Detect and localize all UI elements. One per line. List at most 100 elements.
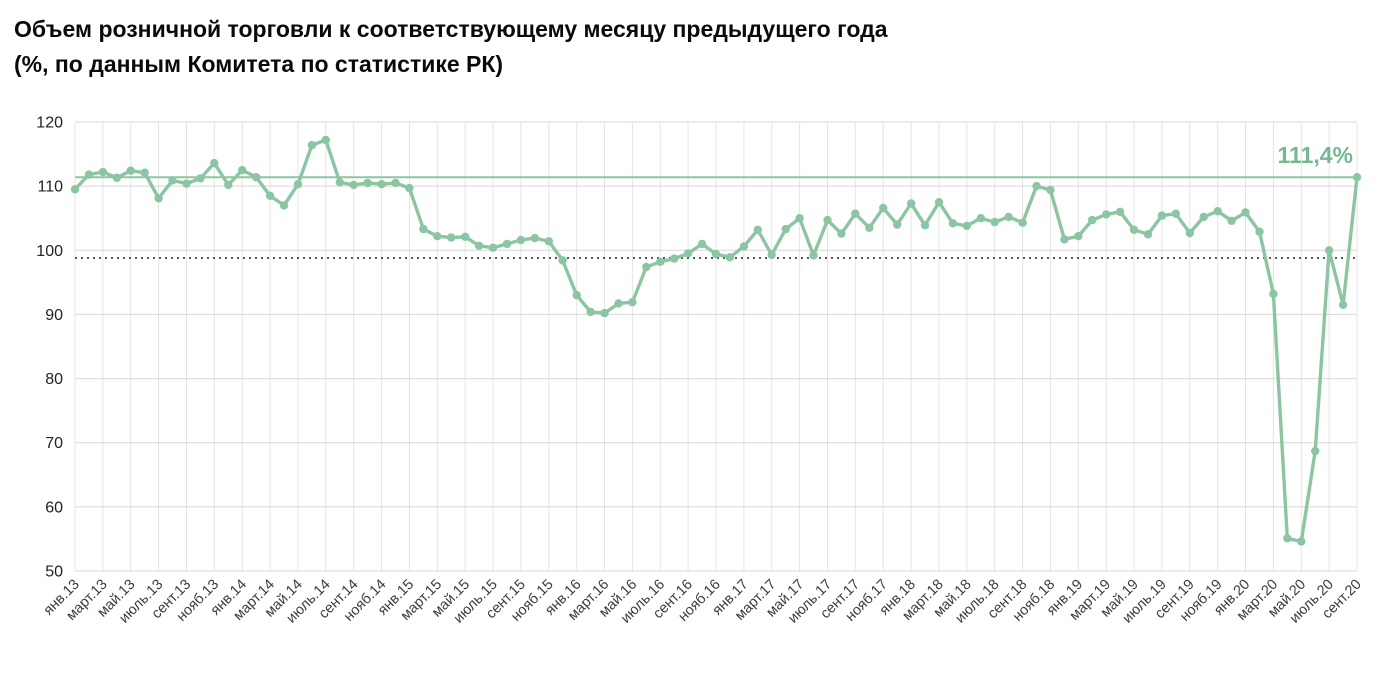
data-point [307,140,317,150]
data-point [265,191,275,200]
data-point [1060,235,1069,244]
data-point [196,174,205,183]
data-point [1297,537,1306,546]
data-point [1352,173,1362,182]
data-point [1255,227,1264,236]
data-point [725,253,735,262]
data-point [753,225,762,234]
data-point [544,237,553,246]
y-axis-label: 120 [36,115,63,132]
data-point [474,241,484,250]
data-point [363,178,372,188]
data-point [405,183,414,193]
data-point [1213,207,1222,216]
y-axis-label: 50 [45,564,63,581]
data-point [893,220,902,229]
data-point [1227,216,1236,225]
data-point [1185,228,1195,238]
y-axis-label: 80 [45,371,63,388]
data-point [335,178,344,187]
data-point [182,179,191,188]
data-point [739,242,749,251]
data-point [279,201,289,210]
data-point [823,215,832,225]
data-point [1338,300,1348,309]
data-point [210,158,219,168]
data-point [1018,218,1027,227]
data-point [84,170,94,179]
data-point [934,198,944,207]
data-point [70,185,80,194]
data-point [558,256,567,265]
y-axis-label: 100 [36,243,63,260]
data-point [572,291,581,300]
chart-title: Объем розничной торговли к соответствующ… [0,0,1391,95]
data-point [1129,225,1139,234]
data-point [697,239,707,249]
data-point [1241,208,1250,217]
data-point [865,223,874,232]
data-point [962,221,971,231]
data-point [1088,215,1097,225]
data-point [1283,534,1292,543]
data-point [1269,289,1278,299]
data-point [349,180,358,190]
data-point [516,235,526,245]
data-point [767,250,776,259]
data-point [1143,230,1153,239]
y-axis-label: 70 [45,435,63,452]
data-point [670,254,679,263]
data-point [321,135,330,145]
data-point [391,178,400,188]
data-point [683,249,693,258]
data-point [586,307,595,317]
data-point [154,194,163,203]
data-point [502,239,512,249]
data-point [168,176,177,185]
data-point [1311,446,1320,456]
data-point [614,299,623,308]
data-point [1074,232,1083,241]
data-point [851,209,860,218]
data-point [1102,210,1111,219]
data-point [642,262,651,272]
chart-title-line1: Объем розничной торговли к соответствующ… [14,16,888,42]
data-point [795,214,804,223]
data-point [879,203,888,213]
y-axis-label: 110 [37,179,63,196]
data-point [837,229,846,238]
data-point [990,217,999,227]
data-point [252,173,261,182]
data-point [98,167,108,177]
data-point [224,180,233,190]
data-point [1157,211,1167,220]
data-point [238,165,247,175]
line-chart: 120 110 100 90 80 70 60 50 янв.13 март.13 май.13 ию… [0,95,1391,684]
latest-value-label: 111,4% [1278,142,1353,168]
data-point [488,243,498,252]
data-point [1032,181,1041,191]
data-point [656,257,665,266]
data-point [711,249,721,259]
data-point [1115,207,1125,216]
chart-title-line2: (%, по данным Комитета по статистике РК) [14,50,504,77]
data-point [419,224,428,234]
data-point [976,214,985,223]
data-point [1324,246,1334,255]
data-point [1171,209,1181,218]
data-point [293,180,303,189]
data-point [1199,212,1208,222]
chart-svg: 1201101009080706050янв.13март.13май.13ию… [36,115,1365,627]
data-point [1004,212,1013,222]
data-point [140,168,149,177]
data-point [126,166,135,175]
y-axis-label: 60 [45,499,63,516]
data-point [906,199,916,208]
data-point [461,232,470,241]
data-point [628,298,637,307]
data-point [809,251,818,260]
data-point [600,308,609,318]
data-point [433,232,442,241]
data-point [112,173,122,182]
